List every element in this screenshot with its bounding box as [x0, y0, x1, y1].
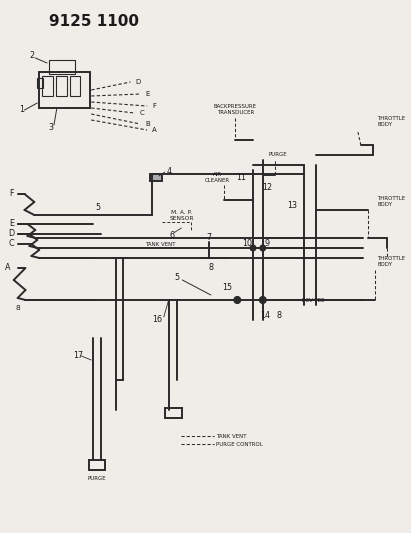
- Text: PCV TEE: PCV TEE: [302, 297, 325, 303]
- Text: THROTTLE: THROTTLE: [378, 196, 406, 200]
- Bar: [37, 78, 43, 88]
- Text: A: A: [5, 263, 11, 272]
- Bar: [165, 408, 182, 418]
- Text: THROTTLE: THROTTLE: [378, 255, 406, 261]
- Bar: [56, 76, 67, 96]
- Text: B: B: [145, 121, 150, 127]
- Text: 7: 7: [206, 233, 211, 243]
- Text: 5: 5: [174, 273, 179, 282]
- Text: 8: 8: [208, 263, 213, 272]
- Text: 2: 2: [30, 52, 35, 61]
- Text: 16: 16: [152, 316, 162, 325]
- Text: A: A: [152, 127, 157, 133]
- Text: E: E: [9, 220, 14, 229]
- Circle shape: [234, 296, 241, 303]
- Bar: [69, 76, 81, 96]
- Circle shape: [260, 245, 266, 251]
- Text: E: E: [145, 91, 150, 97]
- Text: AIR: AIR: [213, 172, 222, 176]
- Text: 8: 8: [15, 305, 20, 311]
- Text: BACKPRESSURE: BACKPRESSURE: [214, 104, 257, 109]
- Text: C: C: [9, 239, 14, 248]
- Text: 9125 1100: 9125 1100: [49, 14, 139, 29]
- Text: BODY: BODY: [378, 262, 393, 266]
- Text: 5: 5: [95, 204, 101, 213]
- Text: PURGE CONTROL: PURGE CONTROL: [216, 441, 263, 447]
- Circle shape: [250, 245, 256, 251]
- Bar: [42, 76, 53, 96]
- Text: TANK VENT: TANK VENT: [145, 241, 175, 246]
- Text: 15: 15: [222, 284, 233, 293]
- Text: BODY: BODY: [378, 201, 393, 206]
- Text: 1: 1: [19, 106, 24, 115]
- Text: BODY: BODY: [378, 122, 393, 126]
- Text: M. A. P.: M. A. P.: [171, 209, 192, 214]
- Text: 9: 9: [264, 238, 269, 247]
- Text: 13: 13: [287, 200, 297, 209]
- Text: CLEANER: CLEANER: [205, 177, 230, 182]
- Text: D: D: [135, 79, 141, 85]
- Text: 12: 12: [262, 183, 272, 192]
- Text: C: C: [139, 110, 144, 116]
- Bar: [150, 174, 162, 181]
- Text: D: D: [9, 230, 15, 238]
- Text: SENSOR: SENSOR: [169, 215, 194, 221]
- Text: 17: 17: [74, 351, 83, 360]
- Circle shape: [259, 296, 266, 303]
- Text: 10: 10: [242, 238, 252, 247]
- Text: THROTTLE: THROTTLE: [378, 116, 406, 120]
- Text: 4: 4: [167, 166, 172, 175]
- Text: PURGE: PURGE: [88, 475, 106, 481]
- Bar: [49, 60, 74, 74]
- Text: 3: 3: [48, 123, 53, 132]
- Bar: [89, 460, 105, 470]
- Text: TRANSDUCER: TRANSDUCER: [217, 110, 254, 116]
- Text: PURGE: PURGE: [268, 152, 287, 157]
- Text: F: F: [152, 103, 156, 109]
- Text: 14: 14: [260, 311, 270, 319]
- Text: TANK VENT: TANK VENT: [216, 433, 246, 439]
- Bar: [39, 72, 90, 108]
- Text: F: F: [9, 190, 14, 198]
- Text: 11: 11: [236, 174, 246, 182]
- Text: 6: 6: [169, 230, 174, 239]
- Text: 8: 8: [277, 311, 282, 319]
